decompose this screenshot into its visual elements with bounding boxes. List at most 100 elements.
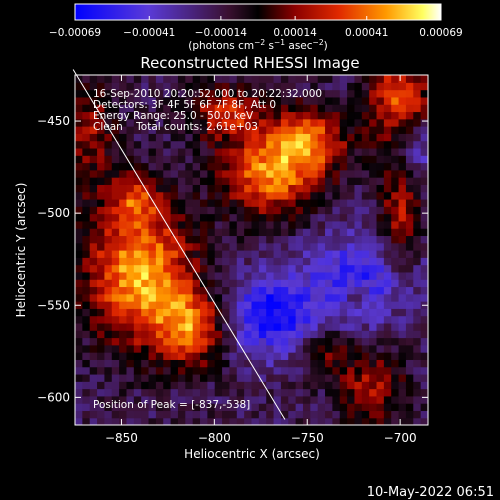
heatmap-cell (155, 330, 164, 339)
heatmap-cell (82, 213, 91, 222)
heatmap-cell (155, 308, 164, 317)
heatmap-cell (111, 111, 120, 120)
heatmap-cell (82, 322, 91, 331)
heatmap-cell (354, 410, 363, 419)
heatmap-cell (148, 388, 157, 397)
heatmap-cell (332, 177, 341, 185)
heatmap-cell (361, 111, 370, 120)
heatmap-cell (391, 242, 400, 251)
heatmap-cell (420, 322, 428, 331)
heatmap-cell (104, 126, 113, 134)
heatmap-cell (332, 235, 341, 244)
heatmap-cell (361, 388, 370, 397)
heatmap-cell (200, 235, 208, 244)
heatmap-cell (288, 344, 297, 353)
heatmap-cell (244, 169, 253, 178)
heatmap-cell (295, 118, 304, 127)
heatmap-cell (376, 315, 385, 324)
heatmap-cell (332, 381, 341, 390)
heatmap-cell (185, 410, 194, 419)
heatmap-cell (420, 315, 428, 324)
heatmap-cell (97, 250, 106, 258)
heatmap-cell (192, 257, 201, 266)
heatmap-cell (133, 410, 142, 419)
heatmap-cell (229, 75, 238, 83)
heatmap-cell (104, 286, 113, 295)
heatmap-cell (273, 96, 282, 105)
heatmap-cell (413, 235, 422, 244)
heatmap-cell (148, 177, 157, 185)
heatmap-cell (413, 250, 422, 258)
heatmap-cell (280, 279, 289, 288)
heatmap-cell (185, 344, 194, 353)
heatmap-cell (317, 417, 326, 425)
heatmap-cell (192, 395, 201, 404)
heatmap-cell (339, 89, 348, 98)
heatmap-cell (420, 96, 428, 105)
heatmap-cell (126, 381, 135, 390)
heatmap-cell (376, 271, 385, 280)
heatmap-cell (405, 155, 414, 164)
heatmap-cell (413, 293, 422, 302)
heatmap-cell (141, 177, 150, 185)
heatmap-cell (200, 264, 208, 273)
heatmap-cell (170, 82, 179, 91)
heatmap-cell (295, 410, 304, 419)
heatmap-cell (126, 293, 135, 302)
heatmap-cell (258, 381, 267, 390)
heatmap-cell (236, 257, 245, 266)
heatmap-cell (126, 75, 135, 83)
heatmap-cell (361, 301, 370, 309)
heatmap-cell (97, 293, 106, 302)
heatmap-cell (420, 308, 428, 317)
heatmap-cell (236, 322, 245, 331)
heatmap-cell (133, 250, 142, 258)
heatmap-cell (236, 410, 245, 419)
heatmap-cell (229, 373, 238, 382)
heatmap-cell (354, 264, 363, 273)
heatmap-cell (332, 271, 341, 280)
heatmap-cell (288, 271, 297, 280)
heatmap-cell (207, 140, 216, 149)
heatmap-cell (347, 228, 356, 237)
heatmap-cell (383, 228, 392, 237)
heatmap-cell (214, 126, 223, 134)
heatmap-cell (325, 133, 333, 142)
heatmap-cell (339, 286, 348, 295)
heatmap-cell (222, 89, 231, 98)
heatmap-cell (266, 118, 275, 127)
heatmap-cell (332, 403, 341, 412)
heatmap-cell (207, 410, 216, 419)
heatmap-cell (177, 352, 186, 360)
heatmap-cell (405, 417, 414, 425)
heatmap-cell (266, 155, 275, 164)
heatmap-cell (251, 315, 260, 324)
heatmap-cell (104, 395, 113, 404)
heatmap-cell (317, 381, 326, 390)
heatmap-cell (155, 206, 164, 215)
heatmap-cell (347, 184, 356, 193)
heatmap-cell (200, 177, 208, 185)
heatmap-cell (244, 381, 253, 390)
heatmap-cell (339, 257, 348, 266)
heatmap-cell (155, 344, 164, 353)
heatmap-cell (383, 96, 392, 105)
heatmap-cell (398, 301, 407, 309)
heatmap-cell (170, 373, 179, 382)
heatmap-cell (222, 169, 231, 178)
heatmap-cell (170, 250, 179, 258)
heatmap-cell (369, 220, 378, 229)
heatmap-cell (192, 111, 201, 120)
heatmap-cell (177, 388, 186, 397)
heatmap-cell (133, 264, 142, 273)
heatmap-cell (229, 191, 238, 200)
heatmap-cell (244, 147, 253, 156)
heatmap-cell (258, 403, 267, 412)
heatmap-cell (347, 104, 356, 113)
annotation-total-counts: Clean Total counts: 2.61e+03 (93, 121, 258, 133)
heatmap-cell (97, 228, 106, 237)
heatmap-cell (126, 286, 135, 295)
heatmap-cell (111, 337, 120, 346)
heatmap-cell (229, 155, 238, 164)
heatmap-cell (148, 155, 157, 164)
